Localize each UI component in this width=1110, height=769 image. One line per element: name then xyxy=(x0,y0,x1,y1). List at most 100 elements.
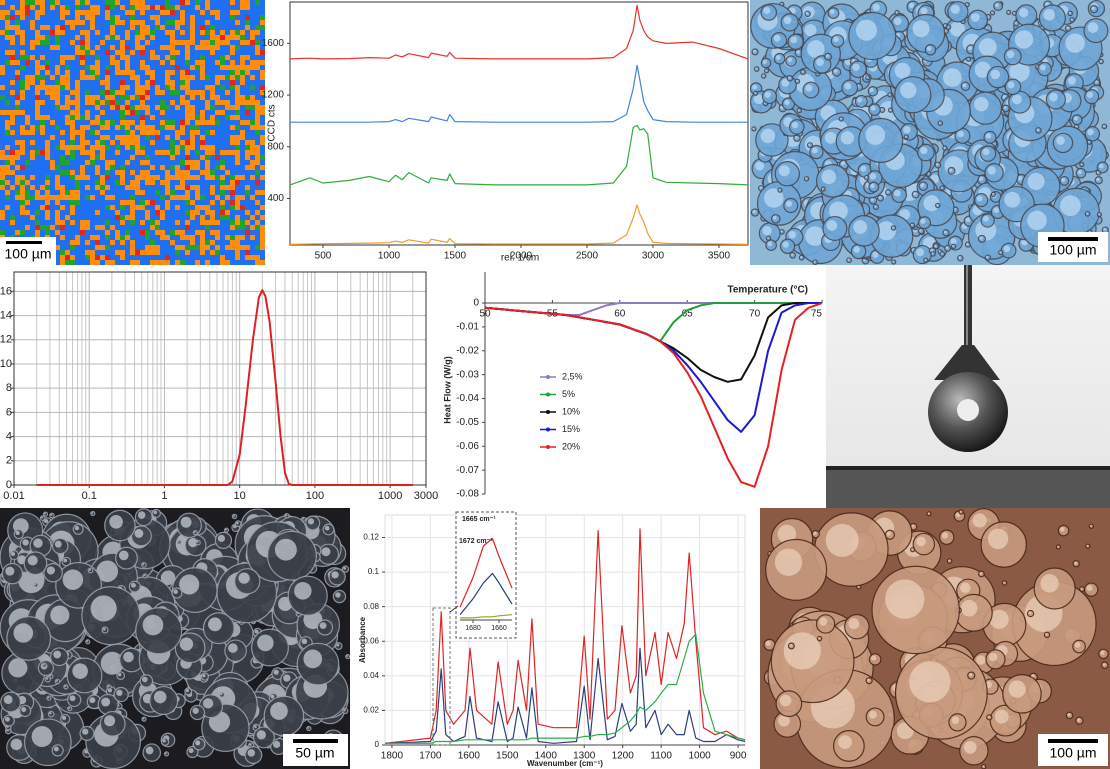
map-pixel xyxy=(60,10,65,15)
x-tick-label: 1500 xyxy=(444,251,467,262)
droplet-highlight xyxy=(1067,713,1071,717)
droplet-highlight xyxy=(238,572,250,584)
map-pixel xyxy=(180,175,185,180)
droplet-highlight xyxy=(979,236,983,240)
map-pixel xyxy=(5,20,10,25)
map-pixel xyxy=(90,15,95,20)
droplet-highlight xyxy=(1043,8,1055,21)
map-pixel xyxy=(230,135,235,140)
map-pixel xyxy=(135,30,140,35)
map-pixel xyxy=(170,120,175,125)
droplet-highlight xyxy=(779,694,792,707)
map-pixel xyxy=(225,195,230,200)
droplet-highlight xyxy=(870,105,876,111)
map-pixel xyxy=(165,235,170,240)
map-pixel xyxy=(175,150,180,155)
map-pixel xyxy=(235,215,240,220)
droplet-highlight xyxy=(775,55,781,60)
droplet-highlight xyxy=(8,658,28,678)
map-pixel xyxy=(45,230,50,235)
map-pixel xyxy=(165,105,170,110)
map-pixel xyxy=(125,55,130,60)
droplet-highlight xyxy=(68,707,71,710)
map-pixel xyxy=(65,250,70,255)
map-pixel xyxy=(135,190,140,195)
droplet-highlight xyxy=(991,192,994,195)
map-pixel xyxy=(160,230,165,235)
map-pixel xyxy=(135,180,140,185)
map-pixel xyxy=(145,130,150,135)
map-pixel xyxy=(145,5,150,10)
map-pixel xyxy=(220,200,225,205)
map-pixel xyxy=(130,70,135,75)
droplet-highlight xyxy=(762,59,767,64)
droplet-highlight xyxy=(220,693,223,696)
map-pixel xyxy=(185,155,190,160)
map-pixel xyxy=(200,70,205,75)
map-pixel xyxy=(170,55,175,60)
map-pixel xyxy=(105,220,110,225)
droplet-highlight xyxy=(824,131,837,144)
map-pixel xyxy=(15,75,20,80)
map-pixel xyxy=(85,225,90,230)
substrate xyxy=(826,466,1110,508)
map-pixel xyxy=(185,115,190,120)
map-pixel xyxy=(260,15,265,20)
droplet-highlight xyxy=(1056,136,1065,145)
map-pixel xyxy=(100,40,105,45)
map-pixel xyxy=(80,135,85,140)
map-pixel xyxy=(235,110,240,115)
map-pixel xyxy=(30,125,35,130)
map-pixel xyxy=(235,145,240,150)
map-pixel xyxy=(125,215,130,220)
map-pixel xyxy=(210,85,215,90)
droplet-highlight xyxy=(307,518,315,525)
droplet-highlight xyxy=(943,146,946,149)
droplet-highlight xyxy=(829,9,835,15)
map-pixel xyxy=(260,85,265,90)
map-pixel xyxy=(190,140,195,145)
map-pixel xyxy=(140,175,145,180)
map-pixel xyxy=(30,45,35,50)
map-pixel xyxy=(140,90,145,95)
droplet-highlight xyxy=(196,541,199,544)
map-pixel xyxy=(45,225,50,230)
map-pixel xyxy=(50,90,55,95)
map-pixel xyxy=(125,130,130,135)
map-pixel xyxy=(130,135,135,140)
droplet-highlight xyxy=(813,531,817,535)
scale-bar: 50 µm xyxy=(283,734,348,766)
map-pixel xyxy=(75,15,80,20)
map-pixel xyxy=(145,245,150,250)
map-pixel xyxy=(120,140,125,145)
map-pixel xyxy=(205,170,210,175)
map-pixel xyxy=(165,85,170,90)
droplet-highlight xyxy=(47,696,50,699)
map-pixel xyxy=(145,175,150,180)
droplet-highlight xyxy=(951,716,960,725)
map-pixel xyxy=(160,210,165,215)
droplet-highlight xyxy=(874,205,877,208)
map-pixel xyxy=(215,95,220,100)
map-pixel xyxy=(40,65,45,70)
map-pixel xyxy=(150,180,155,185)
map-pixel xyxy=(75,90,80,95)
y-tick-label: 0.04 xyxy=(363,671,379,680)
y-tick-label: 0.1 xyxy=(368,567,380,576)
droplet-highlight xyxy=(131,582,136,588)
map-pixel xyxy=(110,90,115,95)
map-pixel xyxy=(65,160,70,165)
droplet-highlight xyxy=(754,91,756,94)
droplet-highlight xyxy=(1028,611,1032,615)
map-pixel xyxy=(240,195,245,200)
map-pixel xyxy=(10,130,15,135)
map-pixel xyxy=(200,235,205,240)
map-pixel xyxy=(235,10,240,15)
map-pixel xyxy=(70,130,75,135)
map-pixel xyxy=(230,240,235,245)
map-pixel xyxy=(120,235,125,240)
x-tick-label: 1100 xyxy=(650,751,672,762)
droplet-highlight xyxy=(142,563,145,566)
droplet-highlight xyxy=(62,715,67,720)
map-pixel xyxy=(170,190,175,195)
